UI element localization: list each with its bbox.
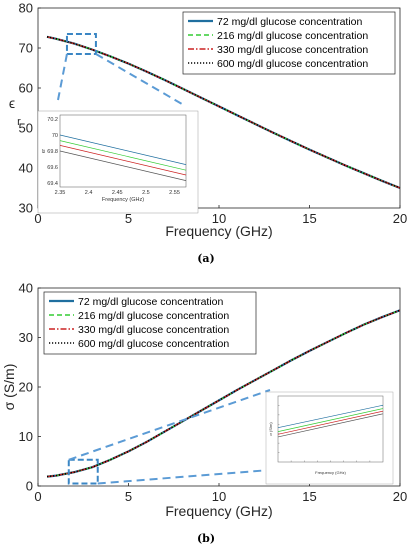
panel-b-chart: 0 5 10 15 20 0 10 20 30 40 Frequency (GHz) σ (S/… — [1, 281, 407, 546]
x-tick-label: 0 — [34, 211, 41, 226]
x-tick-label: 20 — [393, 211, 407, 226]
legend-label: 216 mg/dl glucose concentration — [217, 30, 368, 42]
x-tick-label: 10 — [212, 211, 226, 226]
y-tick-label: 40 — [19, 161, 33, 176]
inset-a: 2.35 2.4 2.45 2.5 2.55 69.4 69.6 69.8 70 70.2 Freq… — [37, 110, 199, 214]
zoom-box-a — [65, 33, 97, 55]
inset-x-label: Frequency (GHz) — [102, 197, 144, 203]
inset-x-label: Frequency (GHz) — [315, 470, 346, 475]
y-tick-label: 10 — [19, 429, 33, 444]
legend-label: 330 mg/dl glucose concentration — [217, 44, 368, 56]
x-tick-label: 15 — [302, 211, 316, 226]
panel-label-a: (a) — [197, 252, 215, 265]
y-tick-label: 30 — [19, 201, 33, 216]
y-tick-label: 60 — [19, 81, 33, 96]
inset-y-tick-label: 70.2 — [47, 117, 58, 123]
inset-x-tick-label: 2.45 — [112, 190, 123, 196]
inset-a-line-1 — [59, 134, 187, 165]
y-axis-label-b: σ (S/m) — [1, 364, 17, 411]
y-tick-label: 50 — [19, 121, 33, 136]
x-tick-label: 0 — [34, 489, 41, 504]
y-tick-label: 30 — [19, 330, 33, 345]
y-axis-label-a-sub: r — [17, 116, 21, 128]
inset-y-tick-label: 69.8 — [47, 149, 58, 155]
inset-x-tick-label: 2.55 — [169, 190, 180, 196]
inset-x-tick-label: 2.5 — [142, 190, 150, 196]
inset-b-line-4 — [277, 413, 384, 438]
legend-box — [43, 291, 257, 355]
series-line-4 — [46, 309, 401, 478]
inset-y-tick-label: 69.4 — [47, 181, 58, 187]
inset-y-label: σ (S/m) — [268, 422, 273, 436]
zoom-box-b — [67, 458, 99, 485]
x-tick-label: 5 — [125, 211, 132, 226]
legend-b: 72 mg/dl glucose concentration 216 mg/dl … — [43, 291, 257, 355]
x-axis-label-a: Frequency (GHz) — [165, 223, 272, 239]
x-tick-label: 20 — [393, 489, 407, 504]
inset-b: Frequency (GHz) σ (S/m) — [265, 391, 394, 485]
y-axis-label-a: ϵ — [9, 95, 15, 111]
y-tick-label: 40 — [19, 281, 33, 296]
x-tick-label: 15 — [302, 489, 316, 504]
zoom-connector — [68, 389, 271, 461]
inset-y-tick-label: 70 — [52, 133, 58, 139]
zoom-connector — [95, 53, 183, 105]
legend-label: 72 mg/dl glucose concentration — [78, 296, 223, 308]
x-tick-label: 10 — [212, 489, 226, 504]
inset-b-line-3 — [277, 410, 384, 435]
legend-label: 72 mg/dl glucose concentration — [217, 16, 362, 28]
legend-box — [182, 11, 396, 75]
legend-label: 600 mg/dl glucose concentration — [78, 338, 229, 350]
x-axis-label-b: Frequency (GHz) — [165, 503, 272, 519]
inset-a-line-2 — [59, 140, 187, 171]
inset-a-line-4 — [59, 150, 187, 181]
inset-b-frame — [277, 395, 384, 463]
x-tick-label: 5 — [125, 489, 132, 504]
legend-label: 216 mg/dl glucose concentration — [78, 310, 229, 322]
legend-label: 600 mg/dl glucose concentration — [217, 58, 368, 70]
inset-b-line-2 — [277, 408, 384, 432]
inset-x-tick-label: 2.35 — [55, 190, 66, 196]
y-tick-label: 20 — [19, 380, 33, 395]
y-tick-label: 80 — [19, 1, 33, 16]
y-tick-label: 70 — [19, 41, 33, 56]
inset-y-tick-label: 69.6 — [47, 165, 58, 171]
inset-y-label: ϵr — [41, 149, 47, 153]
y-tick-label: 0 — [26, 479, 33, 494]
legend-a: 72 mg/dl glucose concentration 216 mg/dl … — [182, 11, 396, 75]
panel-label-b: (b) — [197, 532, 215, 545]
zoom-connector — [97, 469, 271, 485]
inset-b-line-1 — [277, 404, 384, 429]
legend-label: 330 mg/dl glucose concentration — [78, 324, 229, 336]
series-line-3 — [46, 36, 401, 189]
inset-x-tick-label: 2.4 — [85, 190, 93, 196]
series-line-2 — [46, 309, 401, 478]
zoom-connector — [57, 53, 68, 101]
inset-a-line-3 — [59, 145, 187, 176]
